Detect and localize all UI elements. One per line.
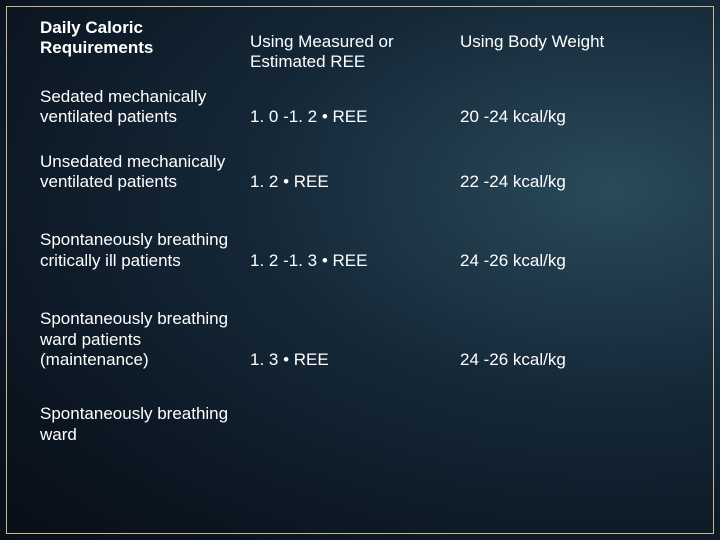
header-col2: Using Measured or Estimated REE	[250, 14, 460, 73]
row-ree: 1. 0 -1. 2 • REE	[250, 73, 460, 128]
table-row: Sedated mechanically ventilated patients…	[40, 73, 680, 128]
row-weight: 20 -24 kcal/kg	[460, 73, 680, 128]
row-label: Spontaneously breathing ward patients (m…	[40, 271, 250, 370]
row-label: Sedated mechanically ventilated patients	[40, 73, 250, 128]
row-weight: 22 -24 kcal/kg	[460, 128, 680, 193]
row-label: Spontaneously breathing critically ill p…	[40, 192, 250, 271]
header-col3: Using Body Weight	[460, 14, 680, 73]
row-label: Unsedated mechanically ventilated patien…	[40, 128, 250, 193]
table-row: Spontaneously breathing ward patients (m…	[40, 271, 680, 370]
table-row-partial: Spontaneously breathing ward	[40, 370, 680, 445]
row-ree: 1. 2 -1. 3 • REE	[250, 192, 460, 271]
row-weight: 24 -26 kcal/kg	[460, 192, 680, 271]
row-weight: 24 -26 kcal/kg	[460, 271, 680, 370]
row-ree: 1. 3 • REE	[250, 271, 460, 370]
table-row: Unsedated mechanically ventilated patien…	[40, 128, 680, 193]
row-weight	[460, 370, 680, 445]
slide: Daily Caloric Requirements Using Measure…	[0, 0, 720, 540]
caloric-table: Daily Caloric Requirements Using Measure…	[40, 14, 680, 445]
row-ree: 1. 2 • REE	[250, 128, 460, 193]
row-ree	[250, 370, 460, 445]
table-header-row: Daily Caloric Requirements Using Measure…	[40, 14, 680, 73]
header-col1: Daily Caloric Requirements	[40, 14, 250, 73]
table-row: Spontaneously breathing critically ill p…	[40, 192, 680, 271]
row-label: Spontaneously breathing ward	[40, 370, 250, 445]
